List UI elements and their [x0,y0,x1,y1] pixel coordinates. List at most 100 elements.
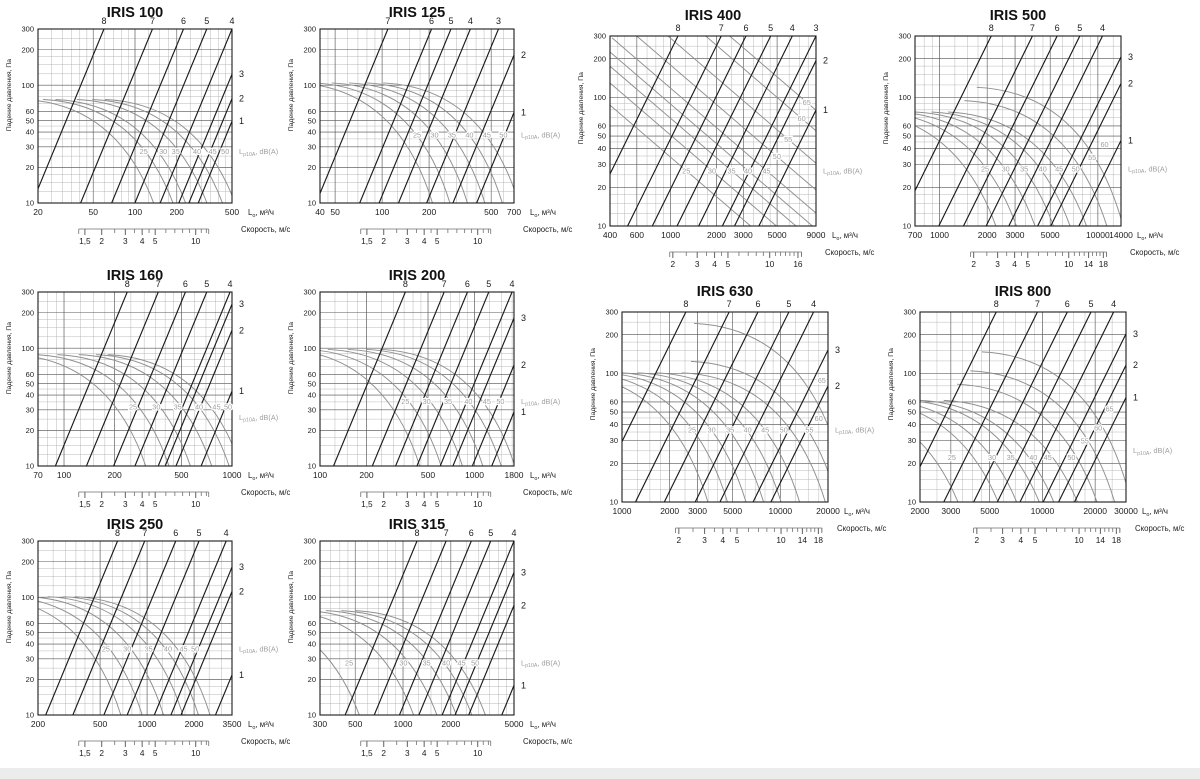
svg-text:2: 2 [381,748,386,758]
svg-text:35: 35 [727,166,735,175]
svg-text:25: 25 [129,402,137,411]
chart-canvas: 25 30 35 40 45505560651020304050601002003004… [578,8,875,269]
svg-text:10: 10 [765,259,775,269]
svg-text:50: 50 [908,408,916,417]
svg-text:55: 55 [1081,437,1089,446]
svg-text:40: 40 [610,420,618,429]
right-position-labels: 21 [521,50,526,117]
svg-text:18: 18 [1112,535,1122,545]
svg-text:100: 100 [375,207,389,217]
svg-text:30: 30 [308,654,316,663]
svg-text:60: 60 [308,107,316,116]
velocity-tick-labels: 1,5 2 3 4 5 10 [79,236,201,246]
svg-text:2: 2 [381,499,386,509]
svg-text:2: 2 [99,236,104,246]
svg-text:4: 4 [140,499,145,509]
svg-text:4: 4 [811,299,816,309]
right-position-labels: 21 [823,56,828,115]
top-position-labels: 8 7 6 5 4 [115,528,229,538]
velocity-ruler [360,491,492,498]
svg-text:200: 200 [303,308,316,317]
velocity-ruler [78,740,210,747]
svg-text:1000: 1000 [394,719,413,729]
svg-text:5: 5 [435,236,440,246]
svg-text:5: 5 [204,279,209,289]
svg-text:8: 8 [683,299,688,309]
svg-text:3: 3 [995,259,1000,269]
svg-text:6: 6 [469,528,474,538]
grid-minor [319,540,515,716]
svg-text:60: 60 [26,370,34,379]
svg-text:3: 3 [239,562,244,572]
noise-legend-label: Lp10A, dB(A) [521,131,560,142]
velocity-ruler [78,491,210,498]
x-tick-labels: 20 50 100 200 500 [33,207,239,217]
y-axis-label: Падение давления, Па [590,348,597,420]
svg-text:40: 40 [1029,453,1037,462]
svg-text:3: 3 [405,748,410,758]
chart-title: IRIS 200 [389,268,445,284]
y-axis-label: Падение давления, Па [883,72,890,144]
chart-title: IRIS 160 [107,268,163,284]
svg-text:25: 25 [981,165,989,174]
svg-text:5: 5 [197,528,202,538]
position-lines [920,312,1126,502]
svg-text:300: 300 [903,308,916,317]
plot-frame [37,291,233,467]
svg-text:3: 3 [521,567,526,577]
x-unit-label: Lo, м³/ч [1137,231,1163,242]
svg-text:60: 60 [908,398,916,407]
svg-text:1: 1 [239,670,244,680]
svg-text:5: 5 [1077,23,1082,33]
svg-text:20: 20 [26,426,34,435]
svg-text:50: 50 [471,658,479,667]
top-position-labels: 8 7 6 5 4 3 [675,23,818,33]
svg-text:200: 200 [21,45,34,54]
svg-text:30: 30 [26,142,34,151]
svg-text:5000: 5000 [505,719,524,729]
svg-text:50: 50 [773,152,781,161]
svg-text:45: 45 [761,425,769,434]
velocity-ruler [970,251,1107,258]
svg-text:10: 10 [903,222,911,231]
grid-major [37,540,233,716]
velocity-ruler [669,251,802,258]
grid-major [319,540,515,716]
svg-text:3: 3 [405,499,410,509]
top-position-labels: 7 6 5 4 3 [385,16,501,26]
svg-text:200: 200 [903,330,916,339]
svg-text:100: 100 [21,593,34,602]
velocity-unit-label: Скорость, м/с [837,524,887,533]
svg-text:20000: 20000 [1083,506,1107,516]
svg-text:7: 7 [156,279,161,289]
noise-curves [610,36,816,226]
svg-text:30: 30 [610,436,618,445]
svg-text:500: 500 [93,719,107,729]
svg-text:300: 300 [593,32,606,41]
y-axis-label: Падение давления, Па [6,59,13,131]
svg-text:10: 10 [26,462,34,471]
chart-iris-200: 25 30 35 40 45 50 10 20 30 40 50 60 100 200 300 100 200 5… [282,264,573,514]
svg-text:3000: 3000 [1006,230,1025,240]
svg-text:50: 50 [308,116,316,125]
svg-text:4: 4 [229,16,234,26]
svg-text:35: 35 [444,397,452,406]
velocity-unit-label: Скорость, м/с [1135,524,1185,533]
svg-text:50: 50 [88,207,98,217]
noise-curves [38,98,232,203]
y-axis-label: Падение давления, Па [288,59,295,131]
svg-text:4: 4 [1012,259,1017,269]
svg-text:60: 60 [26,107,34,116]
svg-text:400: 400 [603,230,617,240]
svg-text:4: 4 [422,748,427,758]
svg-text:6: 6 [755,299,760,309]
svg-text:700: 700 [507,207,521,217]
plot-frame [319,540,515,716]
svg-text:10: 10 [26,199,34,208]
svg-text:5000: 5000 [980,506,999,516]
x-unit-label: Lo, м³/ч [248,720,274,731]
